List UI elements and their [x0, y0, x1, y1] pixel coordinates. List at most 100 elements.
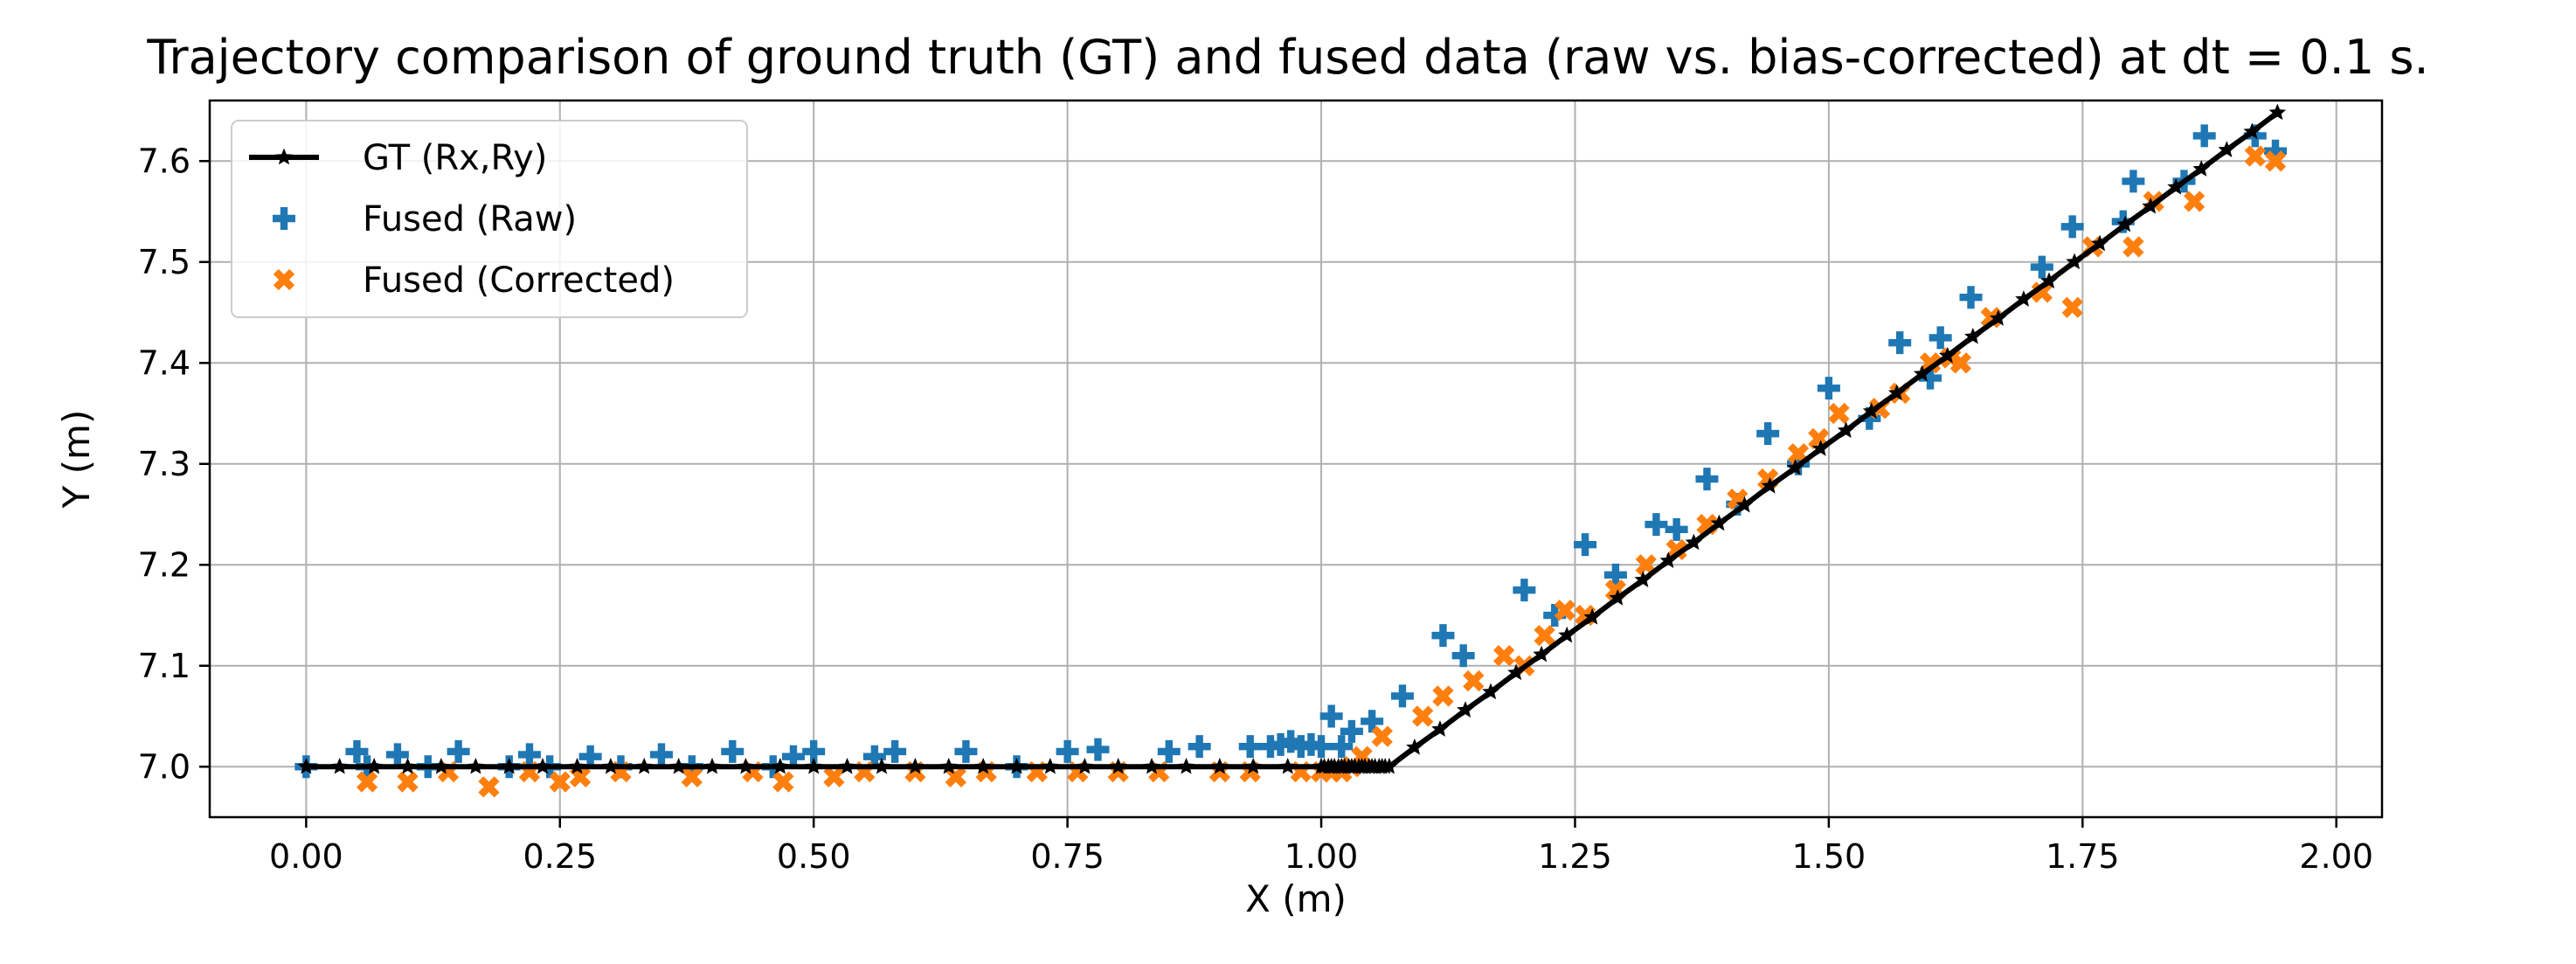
- gt-point: [1735, 496, 1754, 513]
- gt-point: [2218, 141, 2236, 157]
- corrected-point: [1432, 685, 1454, 707]
- x-tick-label: 1.50: [1792, 837, 1866, 876]
- y-tick-label: 7.2: [138, 545, 190, 584]
- raw-point: [2192, 124, 2216, 148]
- raw-point: [1330, 735, 1354, 759]
- raw-point: [1361, 710, 1384, 733]
- gt-point: [1938, 346, 1956, 364]
- raw-point: [1959, 286, 1983, 309]
- corrected-point: [1554, 600, 1576, 621]
- legend-box: [231, 120, 748, 318]
- x-tick-label: 1.00: [1285, 837, 1359, 876]
- gt-point: [433, 757, 450, 774]
- gt-point: [2015, 290, 2032, 307]
- gt-point: [1761, 476, 1779, 494]
- axis-ticks: 0.00 0.25 0.50 0.75 1.00 1.25 1.50 1.75 2.00 7.0 7…: [138, 142, 2373, 876]
- corrected-point: [1371, 725, 1393, 747]
- gt-point: [2142, 197, 2159, 214]
- gt-point: [772, 757, 789, 774]
- raw-point: [1310, 735, 1333, 759]
- raw-point: [447, 739, 470, 763]
- corrected-point: [1828, 402, 1850, 425]
- legend: GT (Rx,Ry) Fused (Raw) Fused (Corrected): [231, 120, 748, 318]
- gt-point: [1583, 607, 1602, 625]
- y-tick-label: 7.0: [138, 747, 190, 786]
- gt-point: [1964, 327, 1982, 344]
- corrected-point: [823, 766, 845, 787]
- gt-point: [1913, 364, 1931, 382]
- raw-point: [1817, 377, 1840, 400]
- raw-point: [1574, 533, 1597, 557]
- gt-point: [1990, 309, 2007, 326]
- gt-point: [1109, 757, 1127, 774]
- raw-point: [649, 743, 673, 766]
- corrected-point: [1351, 746, 1373, 767]
- raw-point: [345, 739, 369, 763]
- raw-point: [1157, 739, 1181, 763]
- corrected-point: [2183, 191, 2206, 212]
- x-tick-label: 1.75: [2046, 837, 2120, 876]
- gt-point: [1177, 757, 1195, 774]
- gt-point: [2040, 272, 2058, 289]
- gt-point: [1533, 645, 1550, 662]
- corrected-point: [397, 771, 419, 793]
- gt-point: [2268, 103, 2287, 121]
- x-tick-label: 0.00: [269, 837, 343, 876]
- gt-point: [1143, 757, 1160, 774]
- gt-point: [568, 757, 586, 774]
- legend-label: Fused (Raw): [363, 199, 577, 239]
- raw-point: [1858, 406, 1881, 430]
- raw-point: [1645, 513, 1668, 537]
- gt-point: [2116, 215, 2134, 232]
- gt-point: [805, 758, 823, 774]
- raw-point: [1695, 468, 1719, 491]
- legend-entry: Fused (Raw): [273, 199, 577, 239]
- y-tick-label: 7.5: [138, 243, 190, 281]
- legend-marker: [273, 268, 295, 291]
- corrected-point: [478, 776, 500, 798]
- raw-point: [2060, 215, 2084, 239]
- raw-point: [1086, 738, 1110, 761]
- x-tick-label: 1.25: [1538, 837, 1612, 876]
- gt-point: [737, 757, 755, 774]
- gt-point: [1381, 757, 1398, 774]
- gt-point: [1862, 402, 1880, 420]
- gt-point: [838, 757, 856, 774]
- gt-point: [1887, 384, 1906, 401]
- gt-point: [1211, 757, 1229, 774]
- gt-point: [365, 757, 384, 774]
- raw-point: [1319, 704, 1343, 728]
- legend-label: Fused (Corrected): [363, 260, 675, 301]
- x-tick-label: 0.75: [1030, 837, 1104, 876]
- plot-frame: [208, 99, 2384, 819]
- raw-point: [1919, 366, 1942, 390]
- gt-point: [1558, 626, 1575, 643]
- y-tick-label: 7.6: [138, 142, 190, 180]
- grid: [210, 101, 2382, 817]
- gt-point: [602, 757, 620, 774]
- raw-point: [385, 743, 409, 766]
- corrected-point: [1412, 705, 1434, 727]
- corrected-point: [1492, 645, 1515, 667]
- gt-point: [1837, 421, 1855, 438]
- gt-point: [1482, 683, 1499, 700]
- raw-point: [1431, 624, 1455, 648]
- gt-point: [1457, 701, 1474, 718]
- corrected-point: [772, 771, 794, 793]
- corrected-point: [2264, 150, 2287, 172]
- raw-point: [1665, 517, 1688, 541]
- gt-point: [906, 757, 924, 774]
- raw-point: [802, 739, 826, 763]
- gt-point: [1786, 459, 1804, 475]
- chart-title: Trajectory comparison of ground truth (G…: [146, 30, 2428, 85]
- corrected-point: [1919, 352, 1942, 374]
- raw-point: [1340, 719, 1363, 743]
- series-gt-rx-ry: [297, 103, 2287, 774]
- corrected-point: [356, 771, 378, 793]
- raw-point: [883, 739, 907, 763]
- raw-point: [1279, 730, 1303, 753]
- corrected-point: [2122, 236, 2144, 258]
- corrected-point: [1534, 624, 1555, 647]
- gt-point: [2167, 177, 2185, 195]
